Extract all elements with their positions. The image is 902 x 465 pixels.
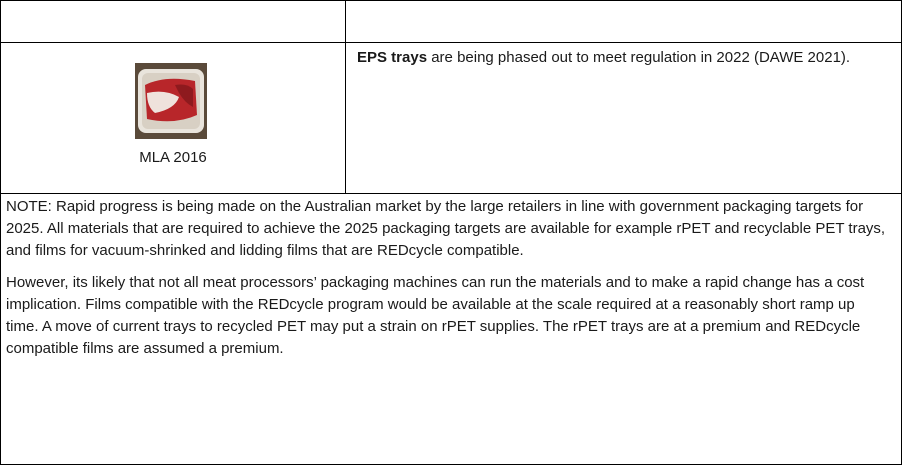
meat-tray-image [135, 63, 207, 139]
image-credit: MLA 2016 [139, 149, 207, 166]
note-paragraph: However, its likely that not all meat pr… [6, 274, 865, 357]
description-text: are being phased out to meet regulation … [431, 49, 851, 66]
image-cell: MLA 2016 [0, 42, 346, 194]
note-cell: NOTE: Rapid progress is being made on th… [0, 193, 902, 465]
empty-cell [345, 0, 902, 43]
description-cell: EPS trays are being phased out to meet r… [345, 42, 902, 194]
empty-cell [0, 0, 346, 43]
note-paragraph: NOTE: Rapid progress is being made on th… [6, 198, 886, 259]
description-bold: EPS trays [357, 49, 428, 66]
